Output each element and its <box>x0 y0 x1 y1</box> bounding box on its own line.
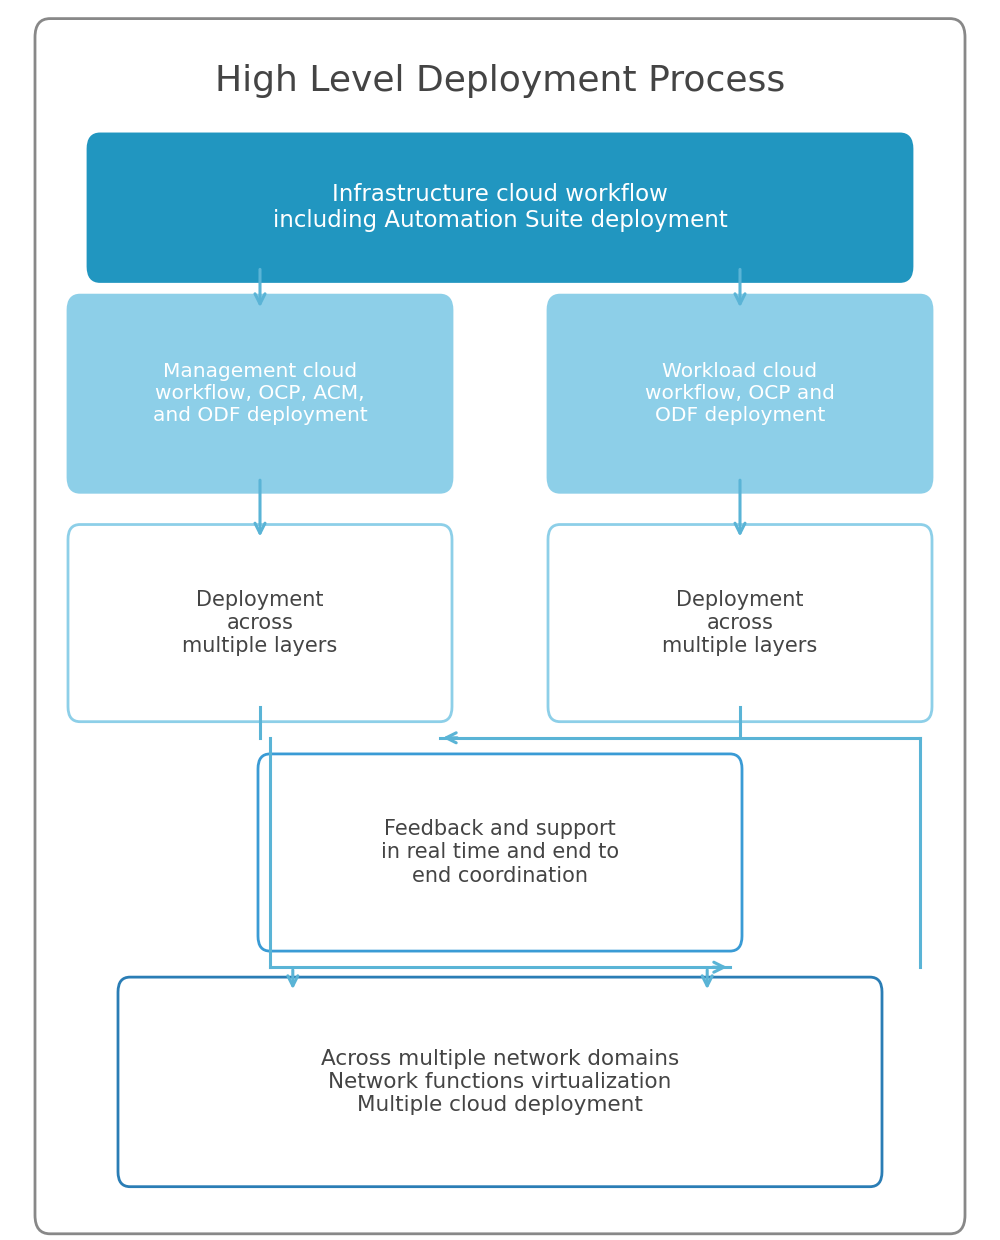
FancyBboxPatch shape <box>68 525 452 722</box>
Text: Deployment
across
multiple layers: Deployment across multiple layers <box>182 590 338 656</box>
FancyBboxPatch shape <box>258 754 742 951</box>
FancyBboxPatch shape <box>548 295 932 492</box>
Text: Infrastructure cloud workflow
including Automation Suite deployment: Infrastructure cloud workflow including … <box>273 184 727 233</box>
Text: Workload cloud
workflow, OCP and
ODF deployment: Workload cloud workflow, OCP and ODF dep… <box>645 362 835 425</box>
FancyBboxPatch shape <box>35 19 965 1234</box>
FancyBboxPatch shape <box>118 977 882 1187</box>
Text: Across multiple network domains
Network functions virtualization
Multiple cloud : Across multiple network domains Network … <box>321 1049 679 1115</box>
FancyBboxPatch shape <box>68 295 452 492</box>
Text: Feedback and support
in real time and end to
end coordination: Feedback and support in real time and en… <box>381 820 619 885</box>
Text: Deployment
across
multiple layers: Deployment across multiple layers <box>662 590 818 656</box>
Text: High Level Deployment Process: High Level Deployment Process <box>215 63 785 98</box>
FancyBboxPatch shape <box>88 134 912 281</box>
Text: Management cloud
workflow, OCP, ACM,
and ODF deployment: Management cloud workflow, OCP, ACM, and… <box>153 362 367 425</box>
FancyBboxPatch shape <box>548 525 932 722</box>
